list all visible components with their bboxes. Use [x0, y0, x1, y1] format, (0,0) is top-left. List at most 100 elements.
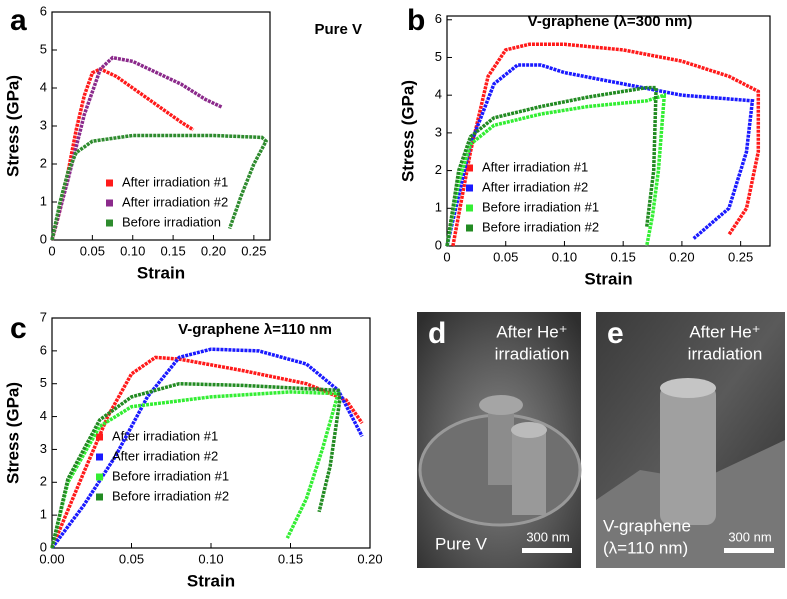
scale-bar: [724, 548, 774, 553]
chart-title: V-graphene (λ=300 nm): [528, 13, 693, 30]
legend-label: Before irradiation #2: [482, 219, 599, 234]
data-line: [50, 381, 342, 549]
pillar: [488, 405, 514, 485]
y-tick-label: 0: [435, 237, 442, 252]
data-line: [445, 85, 658, 247]
legend-marker: [466, 224, 473, 232]
plot-frame: [51, 11, 271, 241]
y-tick-label: 3: [40, 441, 47, 456]
legend-marker: [96, 473, 103, 481]
y-tick-label: 1: [40, 193, 47, 208]
legend-label: After irradiation #2: [122, 194, 228, 209]
legend-label: After irradiation #1: [112, 428, 218, 443]
x-tick-label: 0.15: [160, 243, 185, 258]
plot-frame: [51, 317, 371, 549]
legend-marker: [106, 219, 113, 227]
legend-label: After irradiation #2: [482, 179, 588, 194]
x-axis-label: Strain: [137, 263, 185, 282]
legend-marker: [466, 164, 473, 172]
x-tick-label: 0: [48, 243, 55, 258]
x-tick-label: 0.05: [80, 243, 105, 258]
data-line: [50, 390, 341, 549]
data-line: [50, 133, 269, 241]
panel-label: b: [407, 4, 425, 37]
y-tick-label: 4: [40, 79, 47, 94]
legend-marker: [96, 453, 103, 461]
y-tick-label: 7: [40, 309, 47, 324]
legend-label: After irradiation #1: [482, 159, 588, 174]
panel-label: a: [10, 4, 27, 37]
y-tick-label: 1: [40, 507, 47, 522]
x-tick-label: 0: [443, 249, 450, 264]
y-tick-label: 4: [435, 87, 442, 102]
caption: After He⁺: [689, 322, 760, 341]
pillar: [660, 385, 716, 525]
y-tick-label: 6: [40, 342, 47, 357]
data-line: [50, 355, 364, 549]
x-axis-label: Strain: [584, 269, 632, 288]
sample-label: (λ=110 nm): [603, 538, 688, 557]
y-tick-label: 3: [435, 124, 442, 139]
y-tick-label: 5: [40, 41, 47, 56]
caption: irradiation: [688, 344, 763, 363]
x-tick-label: 0.05: [493, 249, 518, 264]
legend-label: Before irradiation: [122, 214, 221, 229]
legend-marker: [106, 199, 113, 207]
y-tick-label: 2: [40, 474, 47, 489]
plot-frame: [446, 15, 771, 247]
panel-label: e: [607, 317, 624, 350]
sem-image-d: d After He⁺ irradiation Pure V 300 nm: [417, 312, 582, 568]
y-tick-label: 2: [435, 162, 442, 177]
x-tick-label: 0.15: [278, 551, 303, 566]
x-tick-label: 0.20: [669, 249, 694, 264]
data-line: [50, 55, 223, 241]
y-tick-label: 6: [435, 11, 442, 26]
x-tick-label: 0.05: [119, 551, 144, 566]
y-axis-label: Stress (GPa): [3, 382, 22, 484]
x-tick-label: 0.10: [552, 249, 577, 264]
caption: After He⁺: [496, 322, 567, 341]
pillar-top: [511, 422, 547, 438]
y-axis-label: Stress (GPa): [398, 80, 417, 182]
y-tick-label: 5: [40, 375, 47, 390]
pillar: [512, 430, 546, 515]
chart-title: Pure V: [314, 21, 362, 38]
legend-label: After irradiation #1: [122, 174, 228, 189]
chart-title: V-graphene λ=110 nm: [178, 321, 332, 338]
x-tick-label: 0.20: [357, 551, 382, 566]
x-tick-label: 0.00: [39, 551, 64, 566]
y-tick-label: 0: [40, 231, 47, 246]
sample-label: Pure V: [435, 534, 488, 553]
y-tick-label: 1: [435, 200, 442, 215]
x-tick-label: 0.10: [198, 551, 223, 566]
y-axis-label: Stress (GPa): [3, 75, 22, 177]
scale-bar-label: 300 nm: [728, 529, 771, 544]
data-line: [445, 92, 667, 247]
scale-bar-label: 300 nm: [526, 529, 569, 544]
y-tick-label: 3: [40, 117, 47, 132]
x-tick-label: 0.10: [120, 243, 145, 258]
caption: irradiation: [495, 344, 570, 363]
legend-label: After irradiation #2: [112, 448, 218, 463]
x-axis-label: Strain: [187, 571, 235, 590]
legend-label: Before irradiation #1: [482, 199, 599, 214]
data-line: [50, 347, 364, 550]
legend-marker: [466, 184, 473, 192]
x-tick-label: 0.25: [241, 243, 266, 258]
scale-bar: [522, 548, 572, 553]
x-tick-label: 0.15: [611, 249, 636, 264]
pillar-top: [479, 395, 523, 415]
data-line: [445, 63, 755, 247]
legend-marker: [96, 493, 103, 501]
y-tick-label: 6: [40, 3, 47, 18]
sample-label: V-graphene: [603, 516, 691, 535]
sem-image-e: e After He⁺ irradiation V-graphene (λ=11…: [596, 312, 785, 568]
legend-marker: [466, 204, 473, 212]
legend-marker: [106, 179, 113, 187]
panel-label: c: [10, 312, 27, 345]
legend-label: Before irradiation #2: [112, 488, 229, 503]
data-line: [451, 42, 761, 247]
x-tick-label: 0.25: [728, 249, 753, 264]
x-tick-label: 0.20: [201, 243, 226, 258]
